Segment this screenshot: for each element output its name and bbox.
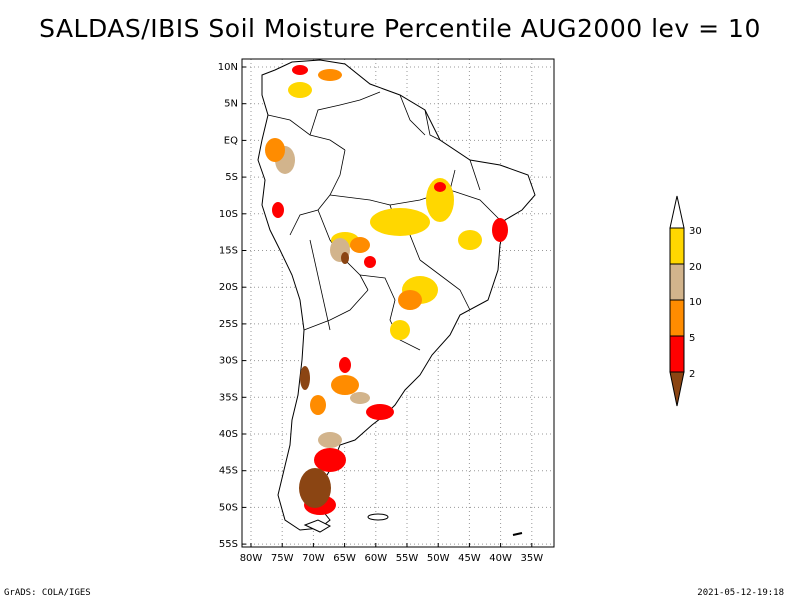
legend-label-30: 30 <box>689 226 702 237</box>
legend-label-20: 20 <box>689 262 702 273</box>
latitude-labels: 10N 5N EQ 5S 10S 15S 20S 25S 30S 35S 40S 45S 50S 55S <box>218 62 246 550</box>
legend-label-5: 5 <box>689 333 695 344</box>
legend-gt30-arrow <box>669 195 685 229</box>
lat-tick-label: 35S <box>219 392 238 403</box>
legend-5to10 <box>669 299 685 337</box>
soil-moisture-patches <box>265 65 508 515</box>
lat-tick-label: 10N <box>218 62 238 73</box>
lon-tick-label: 80W <box>240 553 263 564</box>
lon-tick-label: 55W <box>396 553 419 564</box>
footer-timestamp: 2021-05-12-19:18 <box>697 588 784 598</box>
south-georgia <box>512 532 523 536</box>
lat-tick-label: 30S <box>219 356 238 367</box>
lon-tick-label: 35W <box>520 553 543 564</box>
legend-10to20 <box>669 263 685 301</box>
legend-lt2-arrow <box>669 371 685 407</box>
lat-tick-label: 5N <box>224 99 238 110</box>
lat-tick-label: 40S <box>219 429 238 440</box>
tierra-del-fuego <box>303 519 332 533</box>
lat-tick-label: 10S <box>219 209 238 220</box>
lat-tick-label: 50S <box>219 502 238 513</box>
legend-label-10: 10 <box>689 297 702 308</box>
legend-colorbar: 30 20 10 5 2 <box>669 195 702 407</box>
legend-20to30 <box>669 227 685 265</box>
legend-2to5 <box>669 335 685 373</box>
lat-tick-label: 45S <box>219 466 238 477</box>
map-title: SALDAS/IBIS Soil Moisture Percentile AUG… <box>39 14 761 43</box>
lon-tick-label: 70W <box>302 553 325 564</box>
lat-tick-label: 5S <box>225 172 238 183</box>
country-borders <box>267 91 501 351</box>
south-america-outline <box>257 59 536 531</box>
footer-credit: GrADS: COLA/IGES <box>4 588 91 598</box>
lon-tick-label: 45W <box>458 553 481 564</box>
map-area <box>241 58 555 548</box>
lon-tick-label: 50W <box>427 553 450 564</box>
lat-tick-label: EQ <box>224 135 238 146</box>
longitude-labels: 80W 75W 70W 65W 60W 55W 50W 45W 40W 35W <box>240 543 543 564</box>
lat-tick-label: 15S <box>219 246 238 257</box>
lat-tick-label: 55S <box>219 539 238 550</box>
lat-tick-label: 25S <box>219 319 238 330</box>
lon-tick-label: 65W <box>333 553 356 564</box>
legend-label-2: 2 <box>689 369 695 380</box>
lat-tick-label: 20S <box>219 282 238 293</box>
lon-tick-label: 75W <box>271 553 294 564</box>
lon-tick-label: 40W <box>489 553 512 564</box>
falkland-islands <box>367 513 389 521</box>
lon-tick-label: 60W <box>364 553 387 564</box>
map-frame <box>241 58 555 548</box>
